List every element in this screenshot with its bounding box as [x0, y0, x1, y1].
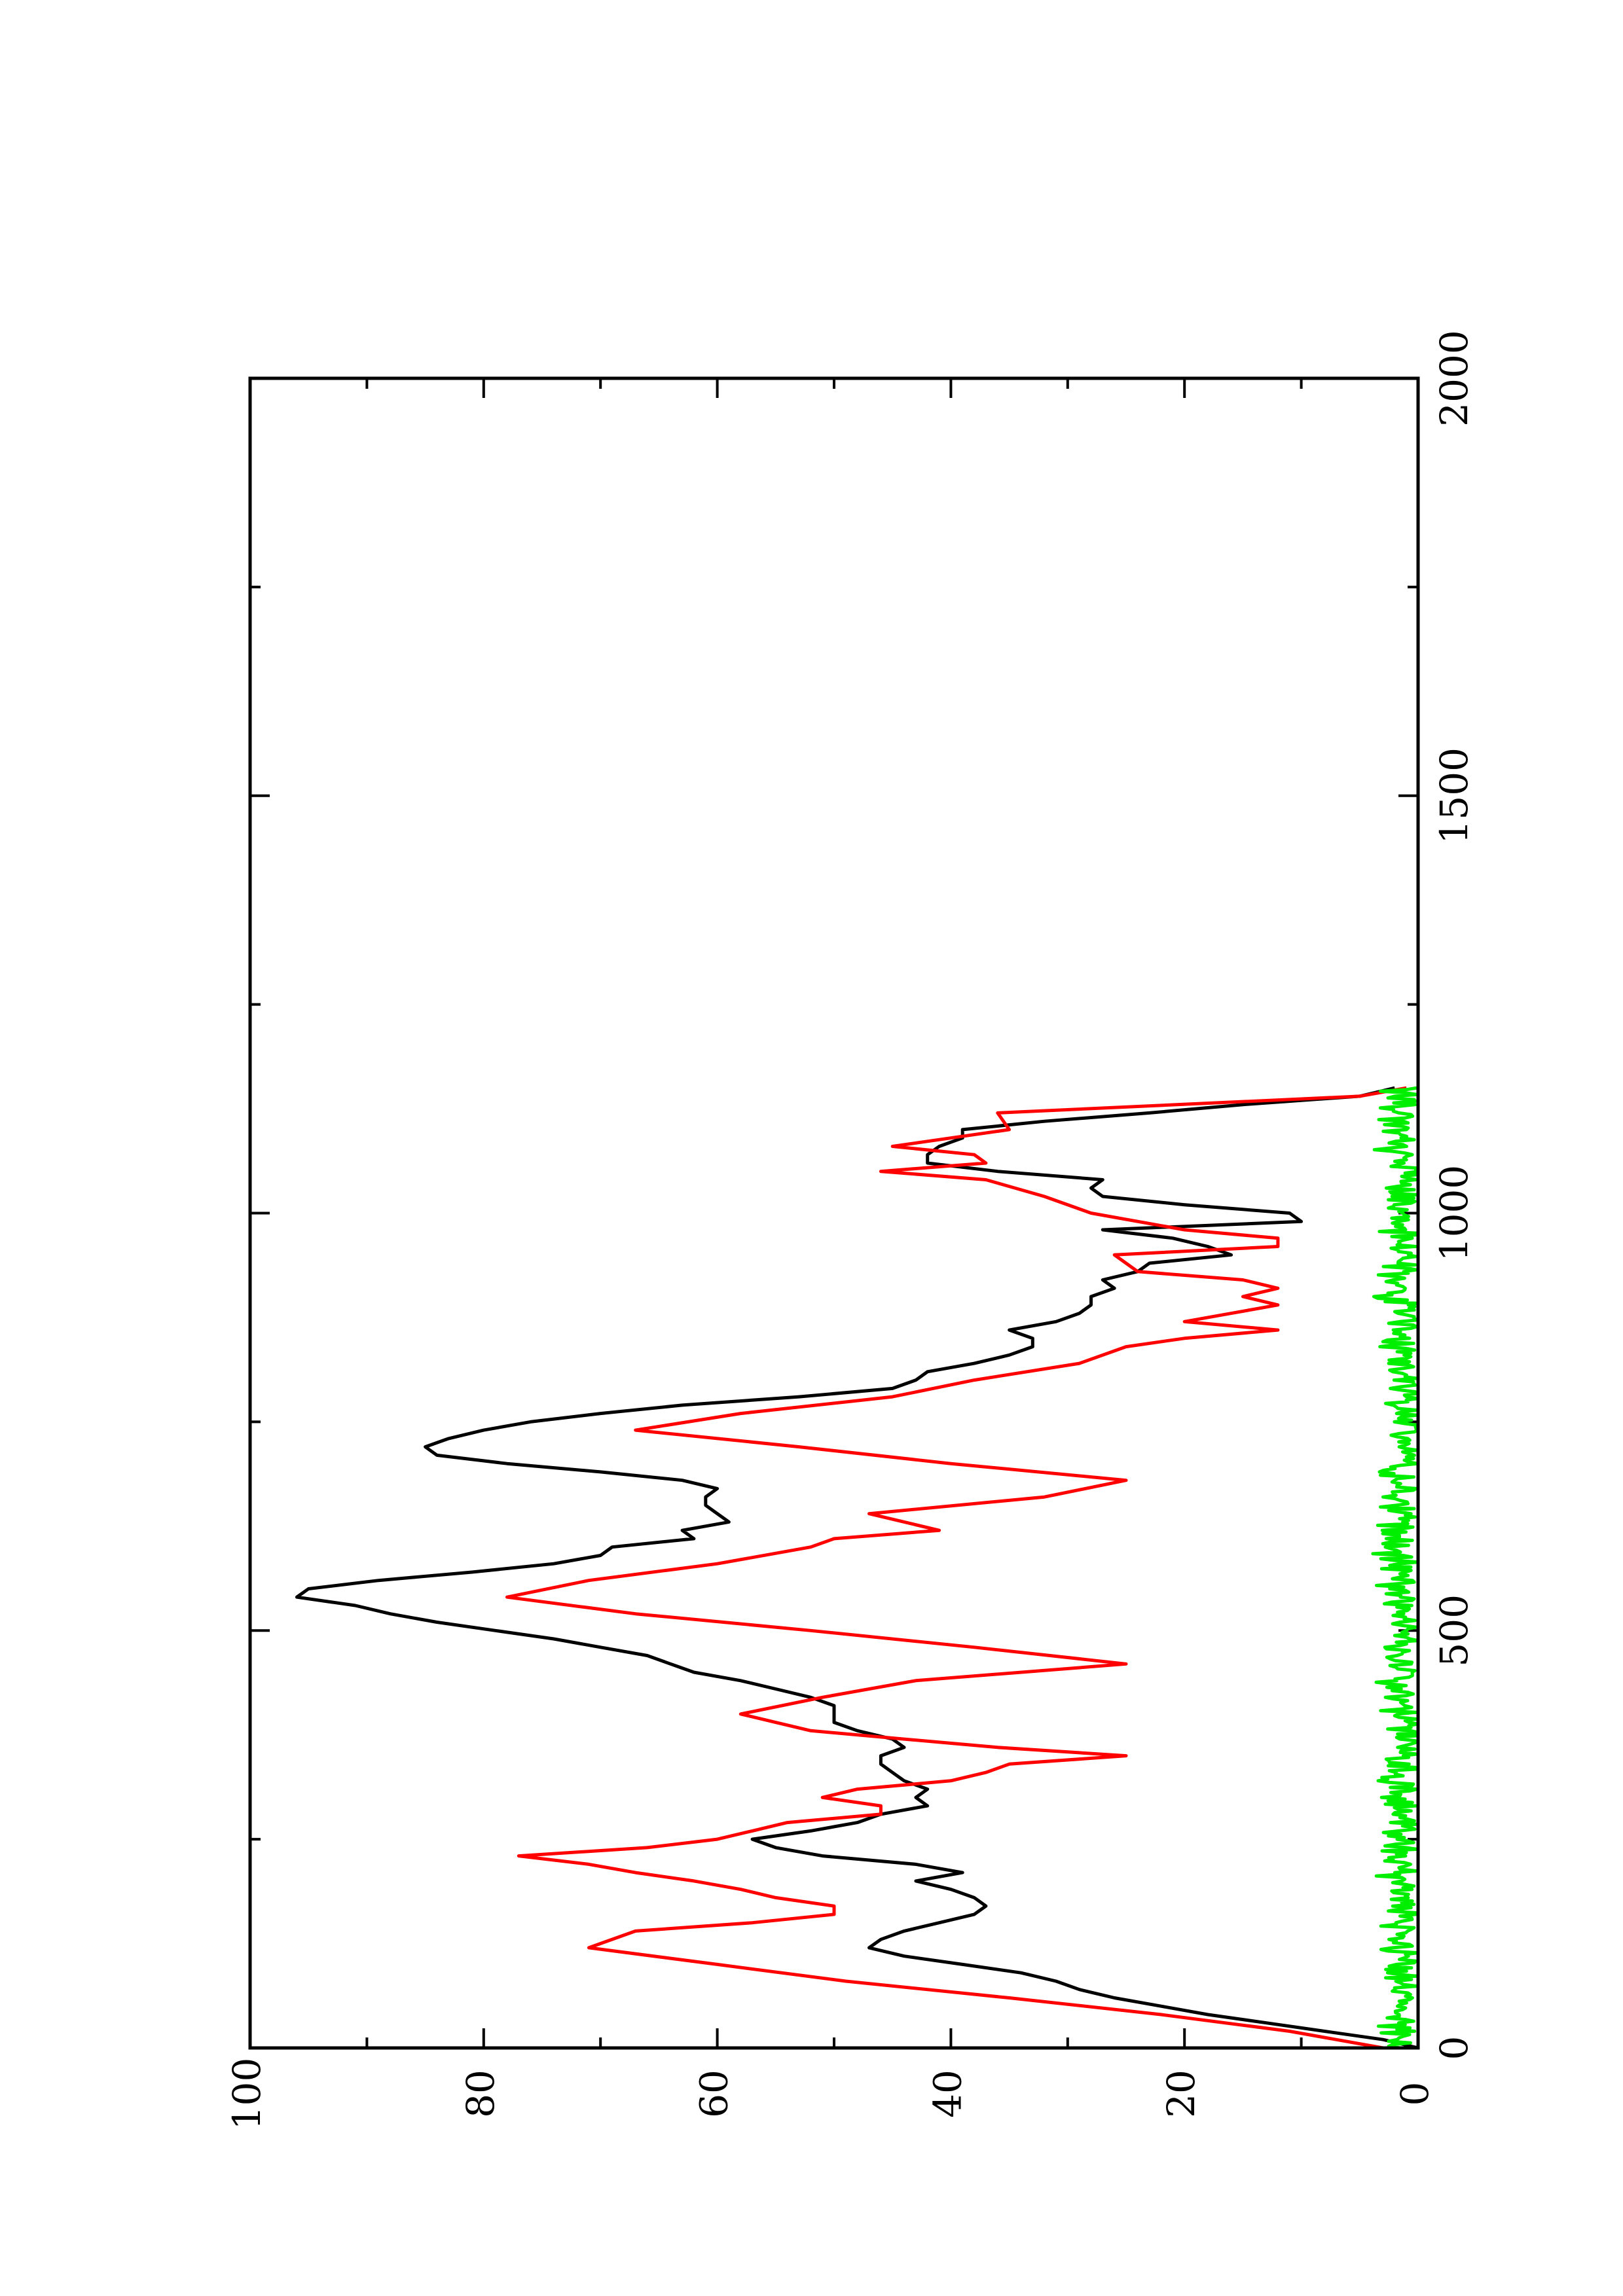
x-tick-label: 0 [1432, 2036, 1476, 2060]
series-line-1 [295, 1086, 1419, 2050]
x-tick-label: 2000 [1432, 330, 1476, 427]
x-tick-label: 1500 [1432, 747, 1476, 844]
series-line-2 [505, 1086, 1407, 2050]
x-tick-label: 1000 [1432, 1165, 1476, 1262]
series-layer [295, 1086, 1420, 2050]
series-line-3 [1371, 1086, 1420, 2050]
y-tick-label: 100 [225, 2058, 269, 2130]
y-tick-label: 20 [1159, 2070, 1203, 2118]
labels-layer: 0 500 1000 1500 2000 0 20 40 60 80 100 [225, 330, 1476, 2130]
x-tick-label: 500 [1432, 1594, 1476, 1667]
y-tick-label: 80 [458, 2070, 503, 2118]
plot-frame [248, 376, 1420, 2050]
y-tick-label: 0 [1393, 2082, 1437, 2106]
y-tick-label: 40 [925, 2070, 970, 2118]
y-tick-label: 60 [692, 2070, 737, 2118]
